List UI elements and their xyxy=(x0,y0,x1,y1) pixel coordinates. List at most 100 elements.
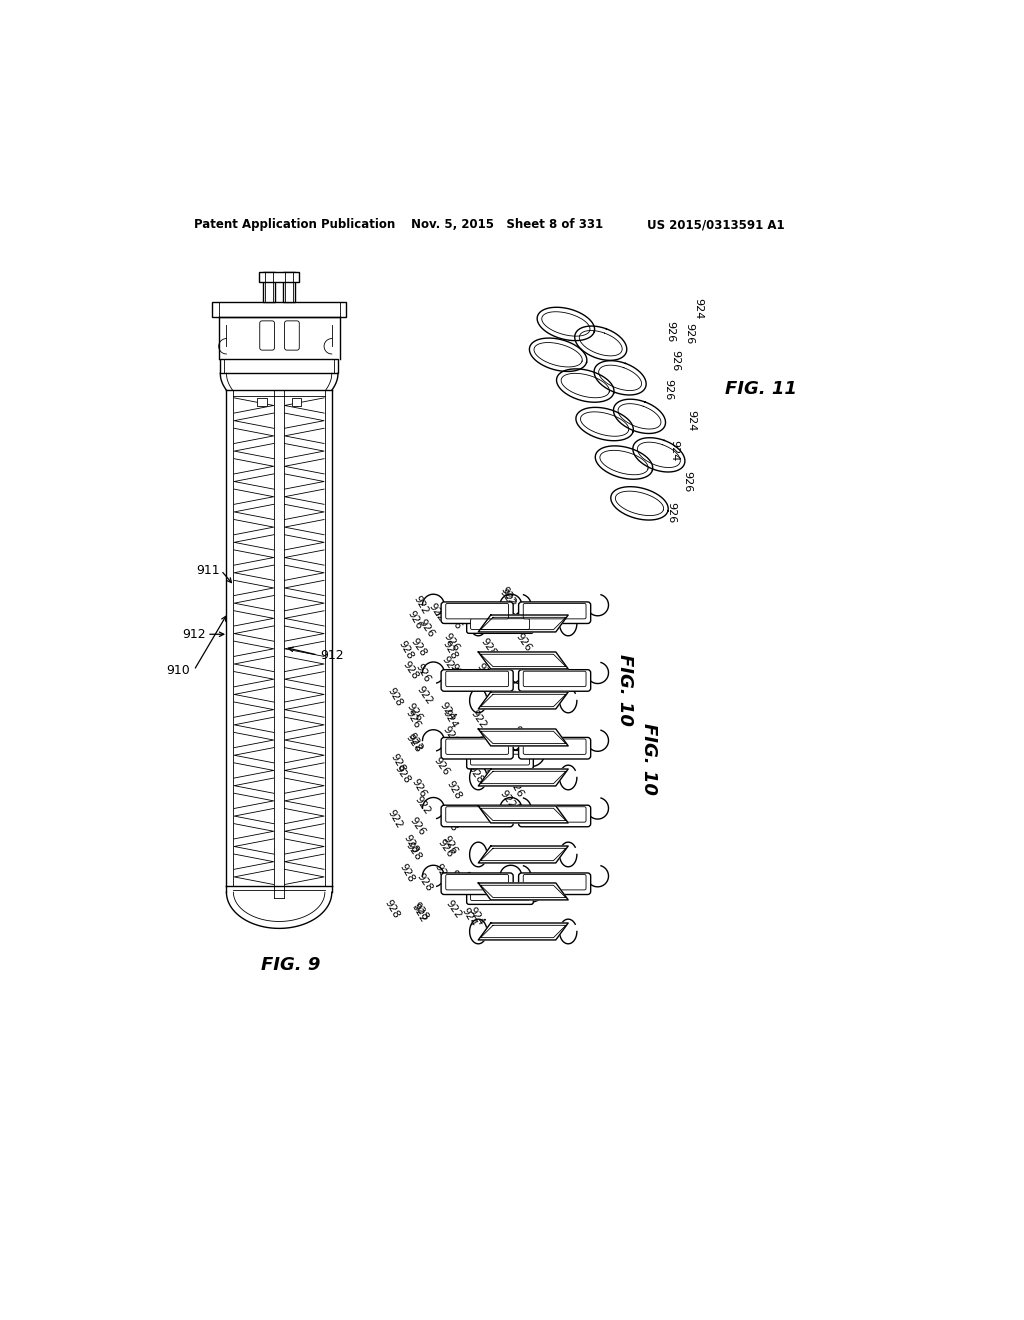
Text: 924: 924 xyxy=(437,700,457,722)
Text: 926: 926 xyxy=(529,682,548,705)
FancyBboxPatch shape xyxy=(518,873,591,895)
Text: 928: 928 xyxy=(401,660,421,681)
Text: 926: 926 xyxy=(513,631,534,653)
Text: 922: 922 xyxy=(443,898,463,920)
FancyBboxPatch shape xyxy=(263,272,275,302)
Text: 928: 928 xyxy=(412,900,431,923)
FancyBboxPatch shape xyxy=(523,875,586,890)
Polygon shape xyxy=(478,729,568,746)
Text: 911: 911 xyxy=(196,564,219,577)
Text: 928: 928 xyxy=(396,639,415,661)
Polygon shape xyxy=(478,923,568,940)
Text: Nov. 5, 2015   Sheet 8 of 331: Nov. 5, 2015 Sheet 8 of 331 xyxy=(411,218,603,231)
Text: 928: 928 xyxy=(403,733,423,755)
Text: 922: 922 xyxy=(427,602,446,624)
Text: 926: 926 xyxy=(403,708,423,730)
Text: 926: 926 xyxy=(440,834,459,857)
FancyBboxPatch shape xyxy=(445,875,509,890)
FancyBboxPatch shape xyxy=(471,754,529,766)
Bar xyxy=(212,302,346,317)
Text: 928: 928 xyxy=(409,636,428,659)
Text: 926: 926 xyxy=(521,661,541,684)
FancyBboxPatch shape xyxy=(471,890,529,900)
Text: 924: 924 xyxy=(538,606,556,627)
Text: 922: 922 xyxy=(469,708,488,730)
Text: FIG. 10: FIG. 10 xyxy=(640,723,657,795)
Text: 924: 924 xyxy=(440,708,459,730)
Polygon shape xyxy=(478,770,568,785)
Polygon shape xyxy=(478,615,568,632)
FancyBboxPatch shape xyxy=(445,671,509,686)
Text: 922: 922 xyxy=(499,585,517,607)
Text: 928: 928 xyxy=(440,639,459,661)
Text: 926: 926 xyxy=(506,755,525,777)
Text: FIG. 11: FIG. 11 xyxy=(725,380,797,399)
FancyBboxPatch shape xyxy=(467,750,534,768)
Text: 926: 926 xyxy=(408,816,427,838)
FancyBboxPatch shape xyxy=(523,807,586,822)
Text: 924: 924 xyxy=(460,906,478,928)
Text: 922: 922 xyxy=(406,731,424,754)
Text: 928: 928 xyxy=(386,686,404,709)
FancyBboxPatch shape xyxy=(518,805,591,826)
Text: 924: 924 xyxy=(460,870,478,892)
Text: 922: 922 xyxy=(413,795,432,816)
Text: 928: 928 xyxy=(388,752,407,774)
Text: 926: 926 xyxy=(682,471,692,492)
Text: 928: 928 xyxy=(440,810,460,833)
Text: 926: 926 xyxy=(684,323,694,345)
Text: 924: 924 xyxy=(467,875,486,898)
Text: 928: 928 xyxy=(401,833,420,855)
Text: 926: 926 xyxy=(498,678,517,701)
Text: 922: 922 xyxy=(386,808,404,830)
Text: 928: 928 xyxy=(444,779,463,801)
Text: 926: 926 xyxy=(510,801,528,824)
Text: 926: 926 xyxy=(414,661,432,684)
Text: 924: 924 xyxy=(440,653,460,676)
Text: 926: 926 xyxy=(671,350,681,371)
Text: 926: 926 xyxy=(436,837,456,859)
FancyBboxPatch shape xyxy=(523,603,586,619)
Text: 924: 924 xyxy=(475,755,494,777)
Bar xyxy=(292,397,301,405)
Text: FIG. 10: FIG. 10 xyxy=(616,653,634,726)
Text: 928: 928 xyxy=(465,763,485,785)
Text: 928: 928 xyxy=(415,871,434,894)
Text: 928: 928 xyxy=(403,841,423,862)
Text: 910: 910 xyxy=(166,664,190,677)
FancyBboxPatch shape xyxy=(523,739,586,755)
Text: 924: 924 xyxy=(532,602,552,624)
Text: 926: 926 xyxy=(539,653,558,676)
FancyBboxPatch shape xyxy=(445,603,509,619)
Polygon shape xyxy=(478,652,568,669)
FancyBboxPatch shape xyxy=(445,739,509,755)
Text: 912: 912 xyxy=(182,628,206,640)
FancyBboxPatch shape xyxy=(283,272,295,302)
Polygon shape xyxy=(478,807,568,822)
Bar xyxy=(257,397,266,405)
Text: 926: 926 xyxy=(406,610,424,631)
Text: 924: 924 xyxy=(510,725,530,747)
Text: 928: 928 xyxy=(397,862,417,884)
FancyBboxPatch shape xyxy=(467,615,534,634)
Text: 928: 928 xyxy=(475,661,495,684)
Text: 926: 926 xyxy=(440,725,460,747)
Text: FIG. 9: FIG. 9 xyxy=(261,957,321,974)
Polygon shape xyxy=(478,846,568,863)
Text: 922: 922 xyxy=(498,587,517,610)
Text: 924: 924 xyxy=(686,409,696,430)
Text: 922: 922 xyxy=(498,788,517,810)
Text: 926: 926 xyxy=(432,755,452,777)
Text: Patent Application Publication: Patent Application Publication xyxy=(194,218,395,231)
FancyBboxPatch shape xyxy=(467,886,534,904)
Text: 922: 922 xyxy=(410,902,428,924)
Text: 926: 926 xyxy=(665,321,675,342)
Text: 922: 922 xyxy=(432,862,452,884)
FancyBboxPatch shape xyxy=(518,602,591,623)
FancyBboxPatch shape xyxy=(441,669,513,692)
Text: 926: 926 xyxy=(442,631,462,653)
Bar xyxy=(220,359,338,374)
Polygon shape xyxy=(478,692,568,709)
Text: 922: 922 xyxy=(415,685,434,708)
Text: 926: 926 xyxy=(667,502,677,523)
